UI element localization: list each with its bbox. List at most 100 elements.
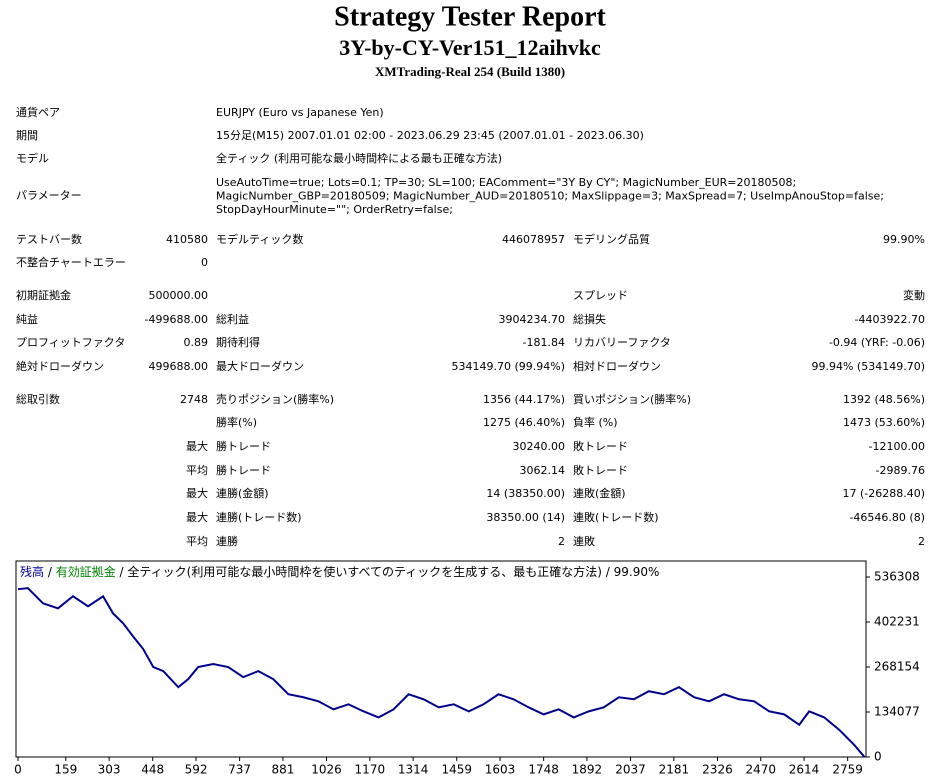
row-value: -181.84 [523,336,565,349]
row-value: 最大 [186,510,208,524]
row-value: 446078957 [502,233,565,246]
x-tick-label: 881 [271,763,294,777]
row-label: 期間 [16,129,38,142]
y-tick-label: 536308 [874,570,920,584]
x-tick-label: 592 [185,763,208,777]
x-tick-label: 1603 [485,763,516,777]
row-value: 30240.00 [513,440,566,453]
row-label: 連勝(金額) [216,486,269,500]
row-label: モデルティック数 [216,232,303,246]
row-label: 最大ドローダウン [216,359,304,373]
row-label: プロフィットファクタ [16,336,125,349]
row-value: 3062.14 [520,464,566,477]
row-label: モデル [16,151,49,165]
row-value: 平均 [186,464,208,477]
row-value: 1473 (53.60%) [843,416,925,429]
row-value: 2 [558,535,565,548]
row-value: -12100.00 [869,440,925,453]
row-label: 不整合チャートエラー [16,255,126,269]
row-label: 連勝 [216,534,238,548]
legend-series: 残高 [20,564,44,579]
row-label: 初期証拠金 [16,288,71,302]
row-value: MagicNumber_GBP=20180509; MagicNumber_AU… [216,190,884,203]
row-label: パラメーター [16,189,82,202]
legend: 残高 / 有効証拠金 / 全ティック(利用可能な最小時間枠を使いすべてのティック… [20,564,659,579]
row-value: 500000.00 [149,289,209,302]
x-tick-label: 1314 [398,763,429,777]
row-value: 15分足(M15) 2007.01.01 02:00 - 2023.06.29 … [216,129,644,142]
row-label: テストバー数 [16,233,82,246]
row-value: 0 [201,256,208,269]
row-label: 買いポジション(勝率%) [573,392,691,406]
row-label: 総利益 [216,312,249,326]
balance-line [17,587,866,758]
row-label: 総損失 [573,312,606,326]
chart-frame [15,560,867,758]
row-value: 1275 (46.40%) [483,416,565,429]
row-value: 最大 [186,486,208,500]
row-value: 499688.00 [149,360,209,373]
y-tick-label: 402231 [874,615,920,629]
row-label: 敗トレード [573,463,628,477]
row-value: 534149.70 (99.94%) [451,360,565,373]
row-value: 1392 (48.56%) [843,393,925,406]
row-label: スプレッド [573,289,628,302]
x-tick-label: 1748 [528,763,559,777]
row-value: -2989.76 [876,464,925,477]
x-tick-label: 1170 [355,763,386,777]
legend-part: / [44,565,56,579]
row-label: 連敗 [573,534,595,548]
y-tick-label: 0 [874,750,882,764]
row-label: 総取引数 [16,392,60,406]
x-tick-label: 1026 [311,763,342,777]
row-value: 平均 [186,535,208,548]
title: Strategy Tester Report [334,1,606,32]
server: XMTrading-Real 254 (Build 1380) [375,64,565,79]
row-value: 410580 [166,233,208,246]
row-value: -4403922.70 [855,313,925,326]
row-label: 勝トレード [216,463,271,477]
row-label: 負率 (%) [573,415,618,429]
row-value: -499688.00 [145,313,208,326]
row-value: 38350.00 (14) [486,511,565,524]
legend-part: 有効証拠金 [56,564,116,579]
x-tick-label: 448 [141,763,164,777]
row-label: 勝率(%) [216,415,257,429]
row-value: -0.94 (YRF: -0.06) [829,336,925,349]
row-value: 全ティック (利用可能な最小時間枠による最も正確な方法) [216,151,502,165]
row-value: StopDayHourMinute=""; OrderRetry=false; [216,203,453,216]
row-value: 17 (-26288.40) [842,487,925,500]
row-label: 連勝(トレード数) [216,510,302,524]
x-tick-label: 2759 [832,763,863,777]
row-value: 2 [918,535,925,548]
legend-part: / 全ティック(利用可能な最小時間枠を使いすべてのティックを生成する、最も正確な… [116,564,660,579]
row-value: 99.90% [883,233,925,246]
row-label: 通貨ペア [16,105,60,119]
row-label: 勝トレード [216,439,271,453]
y-tick-label: 268154 [874,660,920,674]
x-tick-label: 2037 [615,763,646,777]
row-label: 期待利得 [216,335,260,349]
row-value: -46546.80 (8) [849,511,925,524]
row-value: EURJPY (Euro vs Japanese Yen) [216,106,384,119]
row-label: 相対ドローダウン [573,359,661,373]
subtitle: 3Y-by-CY-Ver151_12aihvkc [339,35,601,60]
x-tick-label: 303 [98,763,121,777]
x-tick-label: 0 [14,763,22,777]
row-label: 連敗(金額) [573,486,626,500]
row-value: 3904234.70 [499,313,565,326]
row-label: リカバリーファクタ [573,336,671,349]
row-label: 絶対ドローダウン [16,359,104,373]
x-tick-label: 2470 [745,763,776,777]
row-value: 変動 [903,288,925,302]
row-value: 14 (38350.00) [486,487,565,500]
x-tick-label: 2326 [702,763,733,777]
x-tick-label: 2181 [659,763,690,777]
x-tick-label: 1459 [441,763,472,777]
x-tick-label: 2614 [789,763,820,777]
row-value: 2748 [180,393,208,406]
row-value: UseAutoTime=true; Lots=0.1; TP=30; SL=10… [216,176,796,189]
row-value: 99.94% (534149.70) [811,360,925,373]
x-tick-label: 737 [228,763,251,777]
